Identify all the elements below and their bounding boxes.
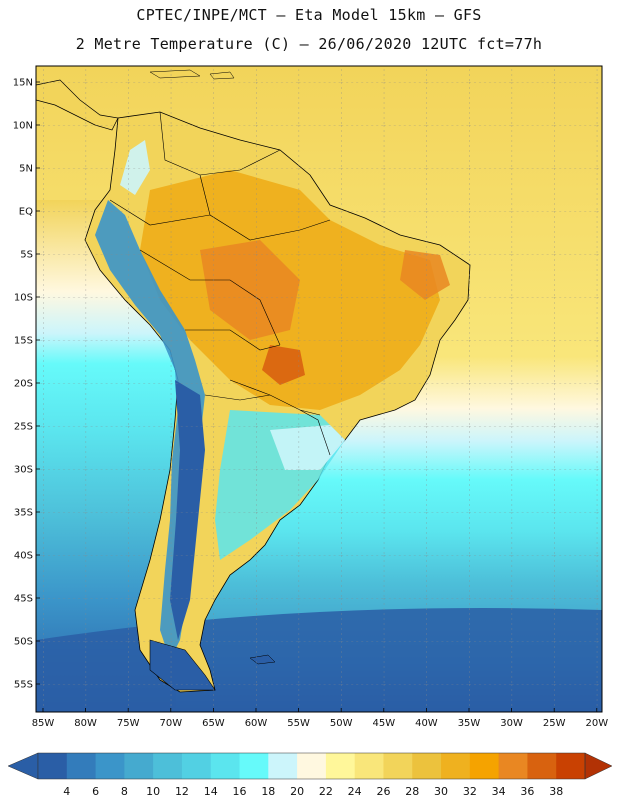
colorbar-swatch bbox=[181, 753, 212, 779]
lon-label: 35W bbox=[458, 718, 481, 729]
latitude-labels: 15N 10N 5N EQ 5S 10S 15S 20S 25S 30S 35S 40S 45S 50S 5… bbox=[13, 78, 40, 691]
lon-label: 80W bbox=[74, 718, 97, 729]
longitude-labels: 85W 80W 75W 70W 65W 60W 55W 50W 45W 40W 35W 30W 25W 2… bbox=[32, 708, 608, 729]
lat-label: 5N bbox=[19, 164, 33, 175]
colorbar-swatch bbox=[297, 753, 327, 779]
colorbar-swatch bbox=[124, 753, 154, 779]
colorbar-level-label: 10 bbox=[146, 785, 160, 798]
colorbar-level-label: 24 bbox=[348, 785, 362, 798]
colorbar-swatch bbox=[66, 753, 97, 779]
lat-label: 10S bbox=[14, 293, 33, 304]
lat-label: 40S bbox=[14, 551, 33, 562]
colorbar-level-label: 26 bbox=[376, 785, 390, 798]
lat-label: 15N bbox=[13, 78, 33, 89]
colorbar-swatch bbox=[556, 753, 586, 779]
map-title-line1: CPTEC/INPE/MCT — Eta Model 15km — GFS bbox=[136, 6, 482, 24]
colorbar-high-arrow bbox=[584, 752, 613, 780]
lat-label: 25S bbox=[14, 422, 33, 433]
colorbar-level-label: 38 bbox=[549, 785, 563, 798]
lat-label: 10N bbox=[13, 121, 33, 132]
colorbar-level-label: 14 bbox=[204, 785, 218, 798]
lon-label: 65W bbox=[202, 718, 225, 729]
lon-label: 70W bbox=[159, 718, 182, 729]
colorbar-level-label: 32 bbox=[463, 785, 477, 798]
lon-label: 40W bbox=[415, 718, 438, 729]
graticule bbox=[36, 66, 602, 712]
lat-label: 50S bbox=[14, 637, 33, 648]
lat-label: 45S bbox=[14, 594, 33, 605]
lat-label: EQ bbox=[19, 207, 33, 218]
colorbar-swatch bbox=[210, 753, 241, 779]
lat-label: 30S bbox=[14, 465, 33, 476]
lat-label: 15S bbox=[14, 336, 33, 347]
lon-label: 85W bbox=[32, 718, 55, 729]
colorbar-swatch bbox=[354, 753, 384, 779]
colorbar-level-label: 18 bbox=[261, 785, 275, 798]
lat-label: 5S bbox=[20, 250, 33, 261]
colorbar-level-label: 30 bbox=[434, 785, 448, 798]
colorbar-swatch bbox=[239, 753, 269, 779]
colorbar-swatch bbox=[268, 753, 298, 779]
map-frame bbox=[35, 65, 603, 713]
lon-label: 50W bbox=[330, 718, 353, 729]
lat-label: 20S bbox=[14, 379, 33, 390]
colorbar-swatch bbox=[527, 753, 557, 779]
lon-label: 60W bbox=[245, 718, 268, 729]
colorbar-level-label: 4 bbox=[63, 785, 70, 798]
colorbar-level-label: 20 bbox=[290, 785, 304, 798]
colorbar-swatch bbox=[383, 753, 413, 779]
lon-label: 20W bbox=[585, 718, 608, 729]
lon-label: 45W bbox=[372, 718, 395, 729]
colorbar-level-label: 34 bbox=[492, 785, 506, 798]
colorbar-swatch bbox=[412, 753, 442, 779]
colorbar-level-label: 12 bbox=[175, 785, 189, 798]
map-title-line2: 2 Metre Temperature (C) — 26/06/2020 12U… bbox=[75, 35, 543, 53]
lon-label: 55W bbox=[287, 718, 310, 729]
lon-label: 30W bbox=[500, 718, 523, 729]
colorbar-level-label: 28 bbox=[405, 785, 419, 798]
colorbar bbox=[7, 752, 613, 780]
colorbar-swatch bbox=[441, 753, 471, 779]
colorbar-level-label: 36 bbox=[520, 785, 534, 798]
colorbar-level-label: 8 bbox=[121, 785, 128, 798]
colorbar-swatch bbox=[38, 753, 68, 779]
colorbar-swatch bbox=[153, 753, 183, 779]
colorbar-level-label: 22 bbox=[319, 785, 333, 798]
colorbar-level-label: 6 bbox=[92, 785, 99, 798]
colorbar-level-label: 16 bbox=[233, 785, 247, 798]
colorbar-swatch bbox=[95, 753, 125, 779]
colorbar-swatch bbox=[325, 753, 356, 779]
colorbar-low-arrow bbox=[7, 752, 39, 780]
lon-label: 75W bbox=[117, 718, 140, 729]
lat-label: 35S bbox=[14, 508, 33, 519]
map-area bbox=[36, 66, 602, 712]
colorbar-swatch bbox=[498, 753, 528, 779]
lon-label: 25W bbox=[543, 718, 566, 729]
lat-label: 55S bbox=[14, 680, 33, 691]
colorbar-labels: 4 6 8 10 12 14 16 18 20 22 24 26 28 30 32 34 36 38 bbox=[63, 785, 563, 798]
colorbar-swatch bbox=[469, 753, 500, 779]
